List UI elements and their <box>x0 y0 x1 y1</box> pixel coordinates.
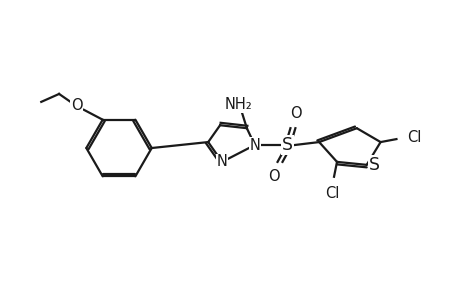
Text: Cl: Cl <box>406 130 420 145</box>
Text: O: O <box>290 106 302 121</box>
Text: NH₂: NH₂ <box>224 97 252 112</box>
Text: S: S <box>281 136 292 154</box>
Text: O: O <box>267 169 279 184</box>
Text: S: S <box>368 156 379 174</box>
Text: N: N <box>216 154 227 169</box>
Text: Cl: Cl <box>324 186 338 201</box>
Text: N: N <box>249 137 260 152</box>
Text: O: O <box>71 98 83 113</box>
